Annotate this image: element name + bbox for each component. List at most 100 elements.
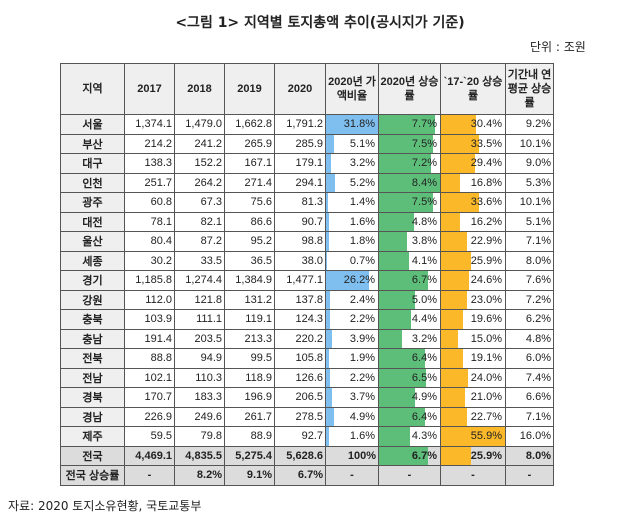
cell-2020: 1,477.1 bbox=[274, 270, 326, 291]
cell-value: 16.2% bbox=[470, 215, 502, 228]
value-bar bbox=[326, 251, 328, 270]
table-row: 세종 30.2 33.5 36.5 38.0 0.7% 4.1% 25.9% 8.0% bbox=[60, 250, 554, 271]
total-row: 전국 4,469.1 4,835.5 5,275.4 5,628.6 100% 6.7% 25… bbox=[60, 445, 554, 466]
value-bar bbox=[379, 349, 426, 368]
table-row: 강원 112.0 121.8 131.2 137.8 2.4% 5.0% 23.0% 7.2% bbox=[60, 289, 554, 310]
cell-value: 26.2% bbox=[343, 274, 375, 287]
cell-share: 3.9% bbox=[325, 328, 379, 349]
cell-value: 5.0% bbox=[411, 293, 437, 306]
cell-value: 3.2% bbox=[411, 332, 437, 345]
cell-2017: 88.8 bbox=[124, 348, 175, 369]
cell-2020: 81.3 bbox=[274, 192, 326, 213]
cell-annual-avg: 8.0% bbox=[505, 445, 554, 466]
value-bar bbox=[379, 173, 440, 192]
cell-2018: 87.2 bbox=[174, 231, 225, 252]
cell-value: 7.2% bbox=[411, 157, 437, 170]
table-row: 광주 60.8 67.3 75.6 81.3 1.4% 7.5% 33.6% 10.1% bbox=[60, 192, 554, 213]
cell-2018: 264.2 bbox=[174, 172, 225, 193]
cell-rise-17-20: 16.2% bbox=[440, 211, 506, 232]
cell-rise-17-20: 15.0% bbox=[440, 328, 506, 349]
cell-2017: - bbox=[124, 465, 175, 486]
cell-value: 1.4% bbox=[349, 196, 375, 209]
table-row: 서울 1,374.1 1,479.0 1,662.8 1,791.2 31.8% 7.7% 3… bbox=[60, 114, 554, 135]
table-row: 대구 138.3 152.2 167.1 179.1 3.2% 7.2% 29.4% 9.0% bbox=[60, 153, 554, 174]
cell-rise-2020: 4.1% bbox=[378, 250, 441, 271]
cell-2018: 82.1 bbox=[174, 211, 225, 232]
cell-rise-17-20: 30.4% bbox=[440, 114, 506, 135]
value-bar bbox=[441, 193, 480, 212]
cell-2017: 1,185.8 bbox=[124, 270, 175, 291]
cell-2020: 1,791.2 bbox=[274, 114, 326, 135]
cell-value: 0.7% bbox=[349, 254, 375, 267]
cell-value: 15.0% bbox=[470, 332, 502, 345]
cell-rise-17-20: 21.0% bbox=[440, 387, 506, 408]
cell-annual-avg: 5.3% bbox=[505, 172, 554, 193]
table-row: 경남 226.9 249.6 261.7 278.5 4.9% 6.4% 22.7% 7.1% bbox=[60, 406, 554, 427]
cell-value: 3.8% bbox=[411, 235, 437, 248]
cell-share: 5.2% bbox=[325, 172, 379, 193]
value-bar bbox=[379, 251, 409, 270]
value-bar bbox=[379, 427, 411, 446]
table-row: 부산 214.2 241.2 265.9 285.9 5.1% 7.5% 33.5% 10.1% bbox=[60, 133, 554, 154]
cell-value: 19.6% bbox=[470, 313, 502, 326]
cell-value: 1.9% bbox=[349, 352, 375, 365]
cell-2019: 1,384.9 bbox=[224, 270, 275, 291]
cell-region: 전국 bbox=[60, 445, 125, 466]
cell-2017: 80.4 bbox=[124, 231, 175, 252]
cell-2018: 94.9 bbox=[174, 348, 225, 369]
cell-annual-avg: 7.1% bbox=[505, 231, 554, 252]
cell-2019: 261.7 bbox=[224, 406, 275, 427]
table-body: 서울 1,374.1 1,479.0 1,662.8 1,791.2 31.8% 7.7% 3… bbox=[60, 114, 554, 486]
cell-region: 전남 bbox=[60, 367, 125, 388]
cell-rise-17-20: 22.7% bbox=[440, 406, 506, 427]
cell-2020: 5,628.6 bbox=[274, 445, 326, 466]
cell-value: 24.0% bbox=[470, 371, 502, 384]
cell-value: 16.8% bbox=[470, 176, 502, 189]
cell-region: 광주 bbox=[60, 192, 125, 213]
cell-rise-17-20: 16.8% bbox=[440, 172, 506, 193]
cell-2017: 102.1 bbox=[124, 367, 175, 388]
value-bar bbox=[441, 329, 459, 348]
cell-2018: 8.2% bbox=[174, 465, 225, 486]
cell-rise-2020: 7.7% bbox=[378, 114, 441, 135]
cell-rise-2020: 5.0% bbox=[378, 289, 441, 310]
header-annual-avg: 기간내 연평균 상승률 bbox=[505, 63, 554, 115]
cell-2019: 213.3 bbox=[224, 328, 275, 349]
cell-value: 23.0% bbox=[470, 293, 502, 306]
cell-annual-avg: 10.1% bbox=[505, 192, 554, 213]
cell-2017: 59.5 bbox=[124, 426, 175, 447]
cell-2017: 78.1 bbox=[124, 211, 175, 232]
cell-2020: 38.0 bbox=[274, 250, 326, 271]
cell-2019: 1,662.8 bbox=[224, 114, 275, 135]
value-bar bbox=[441, 251, 471, 270]
cell-value: 33.6% bbox=[470, 196, 502, 209]
cell-share: 1.6% bbox=[325, 211, 379, 232]
cell-annual-avg: 9.0% bbox=[505, 153, 554, 174]
cell-annual-avg: 16.0% bbox=[505, 426, 554, 447]
value-bar bbox=[326, 310, 330, 329]
cell-value: 22.9% bbox=[470, 235, 502, 248]
table-row: 경북 170.7 183.3 196.9 206.5 3.7% 4.9% 21.0% 6.6% bbox=[60, 387, 554, 408]
value-bar bbox=[326, 193, 329, 212]
cell-2020: 92.7 bbox=[274, 426, 326, 447]
land-value-table: 지역 2017 2018 2019 2020 2020년 가액비율 2020년 상승률 `17… bbox=[60, 63, 554, 486]
value-bar bbox=[441, 349, 463, 368]
cell-2019: 9.1% bbox=[224, 465, 275, 486]
cell-annual-avg: 6.0% bbox=[505, 348, 554, 369]
value-bar bbox=[441, 134, 480, 153]
cell-2018: 241.2 bbox=[174, 133, 225, 154]
cell-2018: 183.3 bbox=[174, 387, 225, 408]
cell-value: 4.4% bbox=[411, 313, 437, 326]
value-bar bbox=[379, 407, 426, 426]
cell-region: 경남 bbox=[60, 406, 125, 427]
value-bar bbox=[326, 115, 378, 134]
cell-2019: 271.4 bbox=[224, 172, 275, 193]
cell-2020: 294.1 bbox=[274, 172, 326, 193]
cell-rise-17-20: - bbox=[440, 465, 506, 486]
cell-2018: 249.6 bbox=[174, 406, 225, 427]
value-bar bbox=[441, 232, 468, 251]
cell-rise-17-20: 25.9% bbox=[440, 445, 506, 466]
cell-2020: 124.3 bbox=[274, 309, 326, 330]
cell-2017: 4,469.1 bbox=[124, 445, 175, 466]
value-bar bbox=[326, 212, 329, 231]
